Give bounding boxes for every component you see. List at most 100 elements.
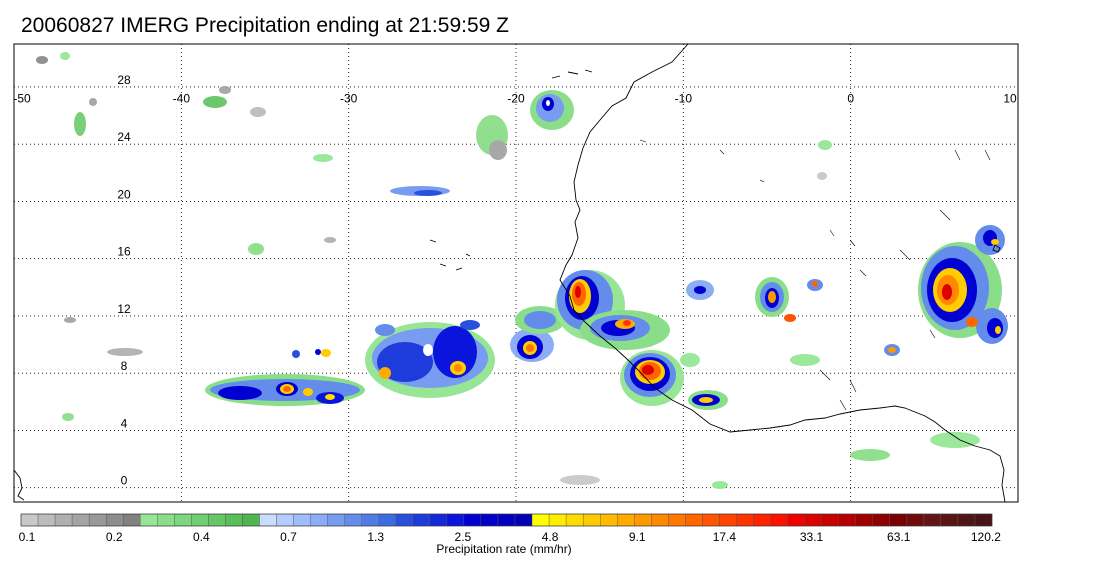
colorbar-swatch (702, 513, 720, 527)
colorbar-swatch (531, 513, 550, 527)
colorbar-swatch (446, 513, 465, 527)
longitude-tick-label: -20 (507, 91, 525, 105)
colorbar-swatch (770, 513, 788, 527)
longitude-tick-label: -50 (13, 91, 31, 105)
colorbar-labels: 0.1 0.2 0.4 0.7 1.3 2.5 4.8 9.1 17.4 33.1 63.1 120.… (19, 530, 1002, 544)
light-precip-patches (36, 52, 980, 489)
colorbar-swatch (310, 513, 328, 527)
colorbar-swatch (293, 513, 311, 527)
longitude-tick-label: 10 (1003, 91, 1017, 105)
colorbar-swatch (140, 513, 158, 527)
precip-cell-coastal (510, 306, 565, 362)
precip-streak-20n (390, 186, 450, 196)
colorbar-title: Precipitation rate (mm/hr) (436, 542, 571, 556)
colorbar-swatch (497, 513, 516, 527)
colorbar-swatch (327, 513, 345, 527)
colorbar-swatch (71, 513, 90, 527)
inland-borders (639, 139, 991, 411)
longitude-tick-label: 0 (847, 91, 854, 105)
lake-chad (992, 244, 1001, 253)
longitude-tick-labels: -50 -40 -30 -20 -10 0 10 (13, 91, 1017, 105)
precip-cluster-east (884, 225, 1008, 356)
colorbar-label: 9.1 (629, 530, 646, 544)
latitude-tick-label: 16 (117, 245, 131, 259)
longitude-tick-label: -40 (173, 91, 191, 105)
precip-cluster-westafrica (555, 270, 728, 410)
colorbar-label: 0.4 (193, 530, 210, 544)
colorbar-swatch (378, 513, 396, 527)
colorbar (20, 513, 993, 527)
colorbar-swatch (20, 513, 39, 527)
colorbar-label: 1.3 (367, 530, 384, 544)
colorbar-swatch (668, 513, 686, 527)
colorbar-swatch (957, 513, 976, 527)
latitude-tick-label: 8 (121, 359, 128, 373)
colorbar-swatch (940, 513, 959, 527)
colorbar-swatch (242, 513, 260, 527)
coastlines (13, 43, 1006, 503)
canary-islands (551, 69, 593, 79)
colorbar-swatch (651, 513, 669, 527)
colorbar-swatch (395, 513, 414, 527)
colorbar-swatch (565, 513, 584, 527)
south-america-coast (13, 469, 25, 501)
colorbar-swatch (463, 513, 482, 527)
colorbar-label: 0.1 (19, 530, 36, 544)
colorbar-swatch (412, 513, 431, 527)
colorbar-swatch (855, 513, 873, 527)
itcz-band-west (205, 374, 365, 406)
colorbar-label: 2.5 (455, 530, 472, 544)
latitude-tick-labels: 28 24 20 16 12 8 4 0 (117, 73, 131, 488)
colorbar-swatch (736, 513, 754, 527)
colorbar-swatch (838, 513, 856, 527)
colorbar-swatch (974, 513, 993, 527)
colorbar-swatch (344, 513, 362, 527)
colorbar-swatch (582, 513, 601, 527)
colorbar-swatch (634, 513, 652, 527)
longitude-tick-label: -30 (340, 91, 358, 105)
precip-cell-north (530, 90, 574, 130)
colorbar-swatch (821, 513, 839, 527)
colorbar-swatch (906, 513, 925, 527)
map-title: 20060827 IMERG Precipitation ending at 2… (21, 14, 509, 37)
precip-cluster-central (292, 320, 495, 398)
colorbar-swatch (548, 513, 567, 527)
latitude-tick-label: 24 (117, 130, 131, 144)
latitude-tick-label: 12 (117, 302, 131, 316)
colorbar-swatch (225, 513, 243, 527)
colorbar-swatch (617, 513, 635, 527)
graticule (13, 44, 1019, 502)
colorbar-swatch (804, 513, 822, 527)
africa-coastline (559, 43, 1006, 503)
colorbar-swatch (123, 513, 141, 527)
colorbar-swatch (105, 513, 124, 527)
colorbar-label: 0.7 (280, 530, 297, 544)
longitude-tick-label: -10 (675, 91, 693, 105)
colorbar-swatch (361, 513, 379, 527)
colorbar-label: 33.1 (800, 530, 824, 544)
cape-verde-islands (429, 239, 471, 271)
latitude-tick-label: 20 (117, 187, 131, 201)
colorbar-label: 63.1 (887, 530, 911, 544)
colorbar-label: 120.2 (971, 530, 1001, 544)
latitude-tick-label: 4 (121, 416, 128, 430)
colorbar-label: 0.2 (106, 530, 123, 544)
colorbar-swatch (37, 513, 56, 527)
colorbar-swatch (599, 513, 618, 527)
colorbar-swatch (54, 513, 73, 527)
colorbar-swatch (191, 513, 209, 527)
colorbar-label: 17.4 (713, 530, 737, 544)
colorbar-swatch (88, 513, 107, 527)
colorbar-swatch (429, 513, 448, 527)
colorbar-swatch (480, 513, 499, 527)
colorbar-swatch (719, 513, 737, 527)
latitude-tick-label: 28 (117, 73, 131, 87)
colorbar-swatch (208, 513, 226, 527)
colorbar-frame (20, 513, 993, 527)
colorbar-swatch (157, 513, 175, 527)
colorbar-label: 4.8 (542, 530, 559, 544)
colorbar-swatch (753, 513, 771, 527)
colorbar-swatch (889, 513, 908, 527)
colorbar-swatch (923, 513, 942, 527)
